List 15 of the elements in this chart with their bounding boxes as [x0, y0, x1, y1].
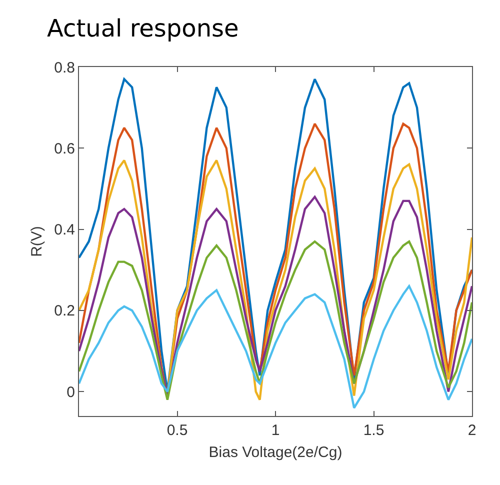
- y-tick-label: 0.8: [54, 59, 75, 76]
- x-tick-label: 1.5: [363, 422, 384, 439]
- line-series: [79, 285, 472, 409]
- x-tick-label: 2: [468, 422, 476, 439]
- y-tick-label: 0.6: [54, 140, 75, 158]
- y-tick-label: 0: [66, 384, 75, 401]
- x-tick-label: 0.5: [166, 422, 188, 439]
- y-axis-title: R(V): [28, 226, 46, 257]
- x-axis-title: Bias Voltage(2e/Cg): [208, 444, 342, 461]
- line-series: [79, 240, 472, 401]
- chart-title: Actual response: [47, 14, 239, 42]
- x-tick-label: 1: [271, 422, 280, 439]
- line-series: [79, 196, 472, 397]
- y-tick-label: 0.2: [54, 302, 75, 320]
- y-tick-label: 0.4: [54, 222, 75, 239]
